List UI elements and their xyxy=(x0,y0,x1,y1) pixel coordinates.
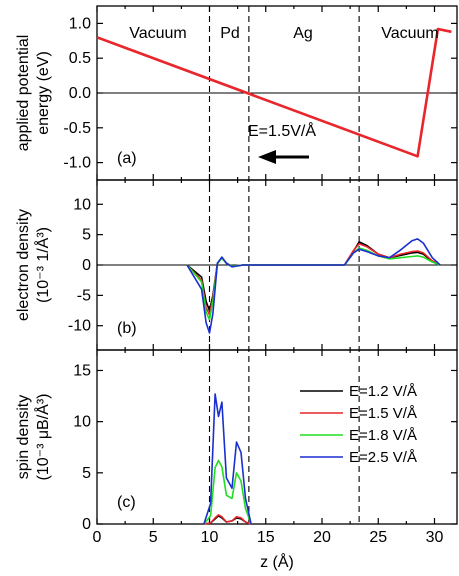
y-tick-label: 1.0 xyxy=(69,15,91,32)
x-tick-label: 20 xyxy=(313,529,331,546)
panel-label-b: (b) xyxy=(117,320,137,337)
legend-label-4: E=2.5 V/Å xyxy=(349,449,417,466)
series-line xyxy=(203,459,252,525)
y-tick-label: 0 xyxy=(82,257,91,274)
series-line xyxy=(186,241,441,312)
region-label-vacuum-left: Vacuum xyxy=(129,25,187,42)
series-line xyxy=(186,238,441,334)
ylabel-a-line1: applied potential xyxy=(15,35,32,152)
y-tick-label: 5 xyxy=(82,227,91,244)
ylabel-a-line2: energy (eV) xyxy=(35,51,52,135)
field-arrow-icon xyxy=(258,150,309,164)
y-tick-label: 15 xyxy=(73,362,91,379)
y-tick-label: -1.0 xyxy=(63,155,91,172)
y-tick-label: 10 xyxy=(73,196,91,213)
ylabel-b-line1: electron density xyxy=(15,209,32,321)
y-tick-label: -0.5 xyxy=(63,120,91,137)
legend-label-2: E=1.5 V/Å xyxy=(349,405,417,422)
legend: E=1.2 V/Å E=1.5 V/Å E=1.8 V/Å E=2.5 V/Å xyxy=(300,383,417,466)
x-tick-label: 10 xyxy=(201,529,219,546)
region-label-ag: Ag xyxy=(293,25,313,42)
ylabel-b-line2: (10⁻³ 1/Å³) xyxy=(33,227,52,303)
y-tick-label: 10 xyxy=(73,414,91,431)
y-tick-label: 0.5 xyxy=(69,50,91,67)
region-label-vacuum-right: Vacuum xyxy=(381,25,439,42)
series-line xyxy=(186,247,441,321)
series-line xyxy=(96,27,452,158)
series-line xyxy=(203,393,252,525)
y-tick-label: -5 xyxy=(77,287,91,304)
panel-label-c: (c) xyxy=(117,494,136,511)
legend-label-1: E=1.2 V/Å xyxy=(349,383,417,400)
panel-label-a: (a) xyxy=(117,150,137,167)
x-tick-label: 30 xyxy=(426,529,444,546)
series-line xyxy=(203,513,252,525)
ylabel-c-line2: (10⁻³ μB/Å³) xyxy=(33,393,52,480)
y-tick-label: -10 xyxy=(68,318,91,335)
ylabel-c-line1: spin density xyxy=(15,395,32,480)
series-line xyxy=(186,243,441,316)
x-tick-label: 15 xyxy=(257,529,275,546)
data-series xyxy=(96,27,452,525)
field-annotation: E=1.5V/Å xyxy=(248,121,316,140)
x-tick-label: 0 xyxy=(93,529,102,546)
x-tick-label: 25 xyxy=(369,529,387,546)
region-dividers xyxy=(208,6,360,524)
panel-c-frame xyxy=(96,349,458,525)
xlabel: z (Å) xyxy=(260,552,294,571)
zero-lines xyxy=(97,92,457,266)
x-tick-label: 5 xyxy=(149,529,158,546)
y-tick-label: 5 xyxy=(82,465,91,482)
region-label-pd: Pd xyxy=(220,25,240,42)
y-tick-label: 0.0 xyxy=(69,85,91,102)
legend-label-3: E=1.8 V/Å xyxy=(349,427,417,444)
y-tick-label: 0 xyxy=(82,516,91,533)
